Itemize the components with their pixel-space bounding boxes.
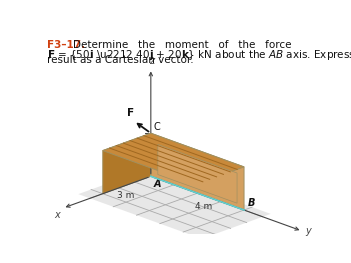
Text: $\mathbf{F}$ = {50$\mathbf{i}$ \u2212 40$\mathbf{j}$ + 20$\mathbf{k}$} kN about : $\mathbf{F}$ = {50$\mathbf{i}$ \u2212 40… (47, 48, 351, 62)
Text: x: x (55, 210, 60, 220)
Text: z: z (149, 56, 154, 66)
Text: F: F (127, 108, 134, 118)
Text: B: B (248, 198, 255, 208)
Polygon shape (78, 169, 271, 239)
Text: 2 m: 2 m (127, 150, 144, 159)
Polygon shape (158, 144, 237, 203)
Text: 3 m: 3 m (117, 191, 134, 200)
Text: Determine   the   moment   of   the   force: Determine the moment of the force (73, 40, 292, 50)
Text: y: y (305, 226, 311, 236)
Text: result as a Cartesian vector.: result as a Cartesian vector. (47, 55, 194, 65)
Text: 4 m: 4 m (195, 203, 212, 211)
Polygon shape (103, 133, 244, 184)
Text: C: C (153, 122, 160, 132)
Text: F3–17.: F3–17. (47, 40, 85, 50)
Polygon shape (151, 133, 244, 210)
Polygon shape (103, 133, 151, 194)
Text: A: A (153, 179, 161, 189)
